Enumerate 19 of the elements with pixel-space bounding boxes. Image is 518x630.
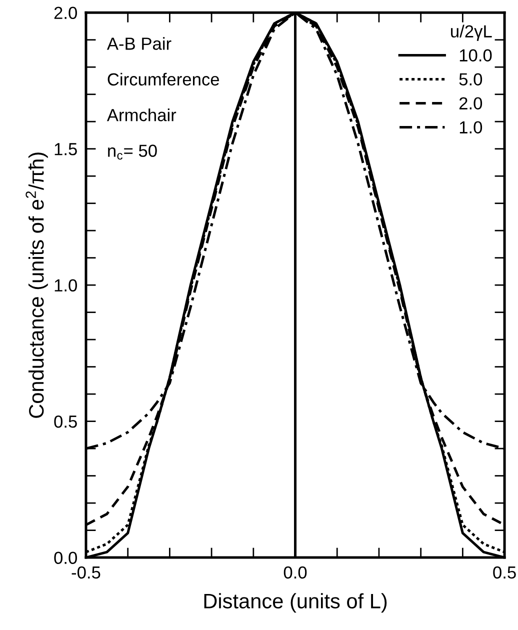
annotation: A-B Pair — [106, 37, 172, 50]
x-tick-label: 0.5 — [493, 566, 516, 579]
legend-title: u/2γL — [451, 24, 492, 41]
y-tick-label: 2.0 — [54, 6, 77, 20]
legend-label: 2.0 — [459, 97, 482, 110]
x-tick-label: -0.5 — [72, 566, 100, 579]
y-tick-label: 1.5 — [54, 143, 77, 156]
y-tick-label: 1.0 — [54, 279, 77, 292]
legend-label: 1.0 — [460, 121, 482, 134]
legend-label: 10.0 — [460, 49, 492, 62]
annotation: n$_{c}$= 50 — [108, 144, 157, 160]
y-tick-label: 0.5 — [54, 415, 77, 428]
x-tick-label: 0.0 — [284, 566, 307, 579]
legend-label: 5.0 — [459, 73, 482, 86]
annotation: Circumference — [108, 72, 220, 86]
y-axis-title: Conductance (units of e$^{2}$/πħ) — [26, 152, 48, 418]
annotation: Armchair — [106, 108, 176, 122]
y-tick-label: 0.0 — [54, 552, 77, 564]
x-axis-title: Distance (units of L) — [204, 593, 387, 613]
